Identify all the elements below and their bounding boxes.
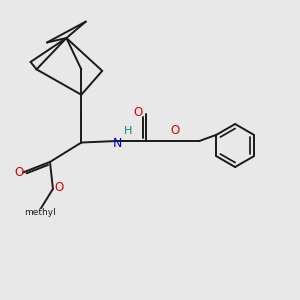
Text: O: O bbox=[134, 106, 143, 119]
Text: O: O bbox=[54, 181, 64, 194]
Text: O: O bbox=[170, 124, 179, 137]
Text: methyl: methyl bbox=[24, 208, 56, 217]
Text: N: N bbox=[112, 137, 122, 150]
Text: H: H bbox=[124, 127, 132, 136]
Text: O: O bbox=[14, 166, 23, 179]
